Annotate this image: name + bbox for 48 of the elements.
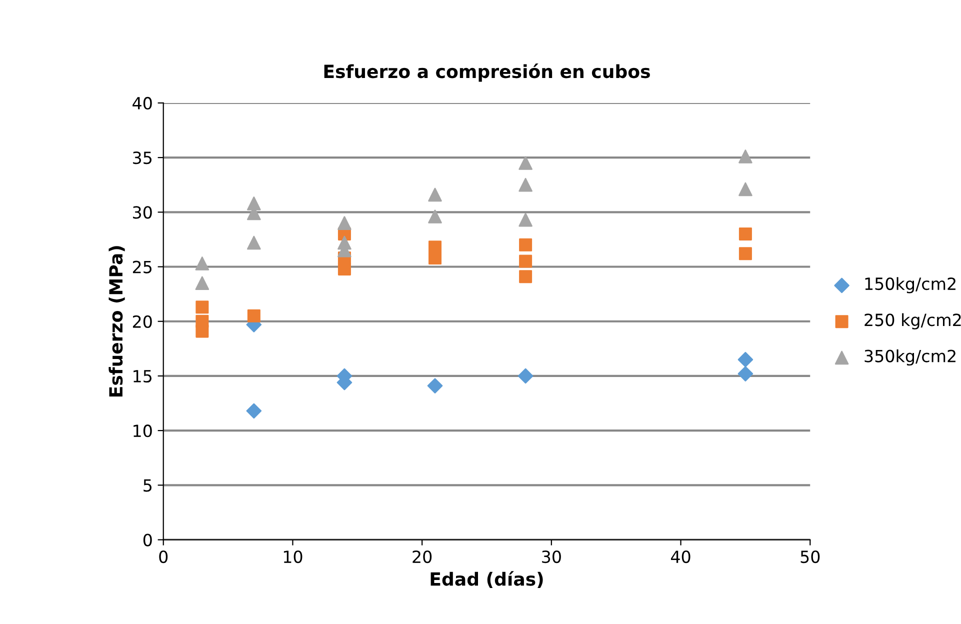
point	[738, 182, 752, 196]
point	[247, 236, 261, 250]
x-tick-label: 0	[159, 550, 168, 564]
point	[518, 368, 534, 384]
point	[738, 366, 754, 382]
point	[519, 254, 532, 268]
y-tick-label: 5	[144, 479, 152, 492]
point	[738, 247, 752, 260]
y-tick-label: 10	[134, 424, 152, 438]
point	[338, 216, 352, 230]
chart-title: Esfuerzo a compresión en cubos	[324, 64, 650, 82]
legend-label: 350kg/cm2	[864, 349, 956, 366]
y-tick-label: 35	[133, 152, 152, 164]
x-tick-label: 30	[542, 550, 561, 564]
y-tick-label: 30	[133, 206, 152, 219]
point	[427, 378, 443, 394]
point	[196, 300, 209, 314]
point	[428, 252, 442, 265]
point	[519, 238, 532, 252]
point	[738, 150, 752, 164]
y-tick-label: 20	[132, 315, 152, 328]
x-tick-label: 20	[412, 550, 432, 564]
point	[247, 309, 260, 322]
point	[518, 178, 532, 192]
x-tick-label: 50	[800, 550, 820, 564]
legend-label: 250 kg/cm2	[864, 313, 961, 330]
point	[246, 403, 262, 419]
point	[195, 276, 210, 290]
point	[428, 188, 442, 202]
point	[519, 270, 532, 284]
x-tick-label: 10	[284, 550, 302, 564]
point	[338, 262, 351, 276]
point	[738, 227, 752, 241]
y-tick-label: 15	[134, 370, 152, 383]
y-tick-label: 0	[143, 534, 152, 546]
point	[247, 196, 261, 210]
point	[518, 212, 532, 227]
y-tick-label: 25	[132, 260, 152, 274]
point	[428, 210, 442, 224]
point	[518, 156, 532, 170]
legend-label: 150kg/cm2	[865, 277, 956, 294]
point	[196, 324, 209, 338]
y-axis-title: Esfuerzo (MPa)	[108, 246, 125, 396]
x-tick-label: 40	[670, 550, 690, 564]
x-axis-title: Edad (días)	[430, 571, 543, 588]
point	[738, 352, 754, 368]
point	[195, 256, 210, 270]
y-tick-label: 40	[132, 96, 152, 110]
